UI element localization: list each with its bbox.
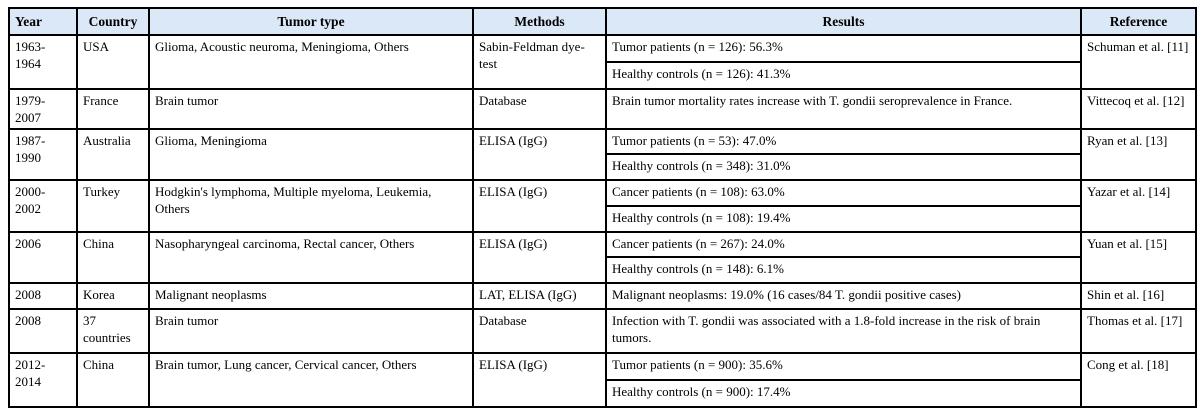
reference-cell: Thomas et al. [17] [1080,308,1197,354]
reference-cell: Cong et al. [18] [1080,352,1197,408]
table-row: 2006 China Nasopharyngeal carcinoma, Rec… [8,231,1197,284]
country-cell: USA [76,34,150,90]
year-cell: 1979-2007 [8,88,78,130]
results-cell: Healthy controls (n = 900): 17.4% [605,379,1082,408]
table-subrow: Healthy controls (n = 108): 19.4% [9,205,1196,233]
results-cell: Malignant neoplasms: 19.0% (16 cases/84 … [605,282,1082,310]
results-cell: Healthy controls (n = 348): 31.0% [605,153,1082,181]
results-cell: Tumor patients (n = 53): 47.0% [605,128,1082,155]
table-subrow: Healthy controls (n = 126): 41.3% [9,61,1196,90]
year-cell: 2008 [8,308,78,354]
results-cell: Tumor patients (n = 126): 56.3% [605,34,1082,63]
reference-cell: Ryan et al. [13] [1080,128,1197,181]
country-cell: Turkey [76,179,150,233]
reference-cell: Schuman et al. [11] [1080,34,1197,90]
results-cell: Infection with T. gondii was associated … [605,308,1082,354]
methods-cell: LAT, ELISA (IgG) [472,282,607,310]
methods-cell: Database [472,88,607,130]
results-cell: Healthy controls (n = 148): 6.1% [605,256,1082,284]
table-row: 2012-2014 China Brain tumor, Lung cancer… [8,352,1197,408]
tumor-type-cell: Malignant neoplasms [148,282,474,310]
table-subrow: Healthy controls (n = 348): 31.0% [9,153,1196,181]
table-subrow: Healthy controls (n = 148): 6.1% [9,256,1196,284]
table-row: 1987-1990 Australia Glioma, Meningioma E… [8,128,1197,181]
reference-cell: Yuan et al. [15] [1080,231,1197,284]
year-cell: 2008 [8,282,78,310]
col-header-tumor-type: Tumor type [148,7,474,36]
tumor-type-cell: Glioma, Acoustic neuroma, Meningioma, Ot… [148,34,474,90]
year-cell: 2006 [8,231,78,284]
tumor-type-cell: Brain tumor [148,308,474,354]
table-row: 1963-1964 USA Glioma, Acoustic neuroma, … [8,34,1197,90]
year-cell: 1987-1990 [8,128,78,181]
country-cell: China [76,231,150,284]
table-row: 2008 Korea Malignant neoplasms LAT, ELIS… [8,282,1197,310]
country-cell: Korea [76,282,150,310]
results-cell: Cancer patients (n = 108): 63.0% [605,179,1082,207]
tumor-type-cell: Hodgkin's lymphoma, Multiple myeloma, Le… [148,179,474,233]
methods-cell: Sabin-Feldman dye-test [472,34,607,90]
methods-cell: ELISA (IgG) [472,231,607,284]
methods-cell: ELISA (IgG) [472,179,607,233]
tumor-type-cell: Brain tumor [148,88,474,130]
col-header-results: Results [605,7,1082,36]
col-header-methods: Methods [472,7,607,36]
year-cell: 2012-2014 [8,352,78,408]
reference-cell: Shin et al. [16] [1080,282,1197,310]
table-row: 2000-2002 Turkey Hodgkin's lymphoma, Mul… [8,179,1197,233]
col-header-country: Country [76,7,150,36]
col-header-year: Year [8,7,78,36]
tumor-type-cell: Glioma, Meningioma [148,128,474,181]
table-row: 1979-2007 France Brain tumor Database Br… [8,88,1197,130]
tumor-type-cell: Brain tumor, Lung cancer, Cervical cance… [148,352,474,408]
country-cell: 37 countries [76,308,150,354]
year-cell: 1963-1964 [8,34,78,90]
country-cell: China [76,352,150,408]
table-row: 2008 37 countries Brain tumor Database I… [8,308,1197,354]
methods-cell: Database [472,308,607,354]
tumor-type-cell: Nasopharyngeal carcinoma, Rectal cancer,… [148,231,474,284]
reference-cell: Yazar et al. [14] [1080,179,1197,233]
methods-cell: ELISA (IgG) [472,128,607,181]
country-cell: France [76,88,150,130]
results-cell: Brain tumor mortality rates increase wit… [605,88,1082,130]
methods-cell: ELISA (IgG) [472,352,607,408]
studies-table: Year Country Tumor type Methods Results … [8,7,1197,408]
year-cell: 2000-2002 [8,179,78,233]
country-cell: Australia [76,128,150,181]
col-header-reference: Reference [1080,7,1197,36]
results-cell: Tumor patients (n = 900): 35.6% [605,352,1082,381]
results-cell: Cancer patients (n = 267): 24.0% [605,231,1082,258]
results-cell: Healthy controls (n = 126): 41.3% [605,61,1082,90]
reference-cell: Vittecoq et al. [12] [1080,88,1197,130]
results-cell: Healthy controls (n = 108): 19.4% [605,205,1082,233]
header-row: Year Country Tumor type Methods Results … [8,7,1197,36]
